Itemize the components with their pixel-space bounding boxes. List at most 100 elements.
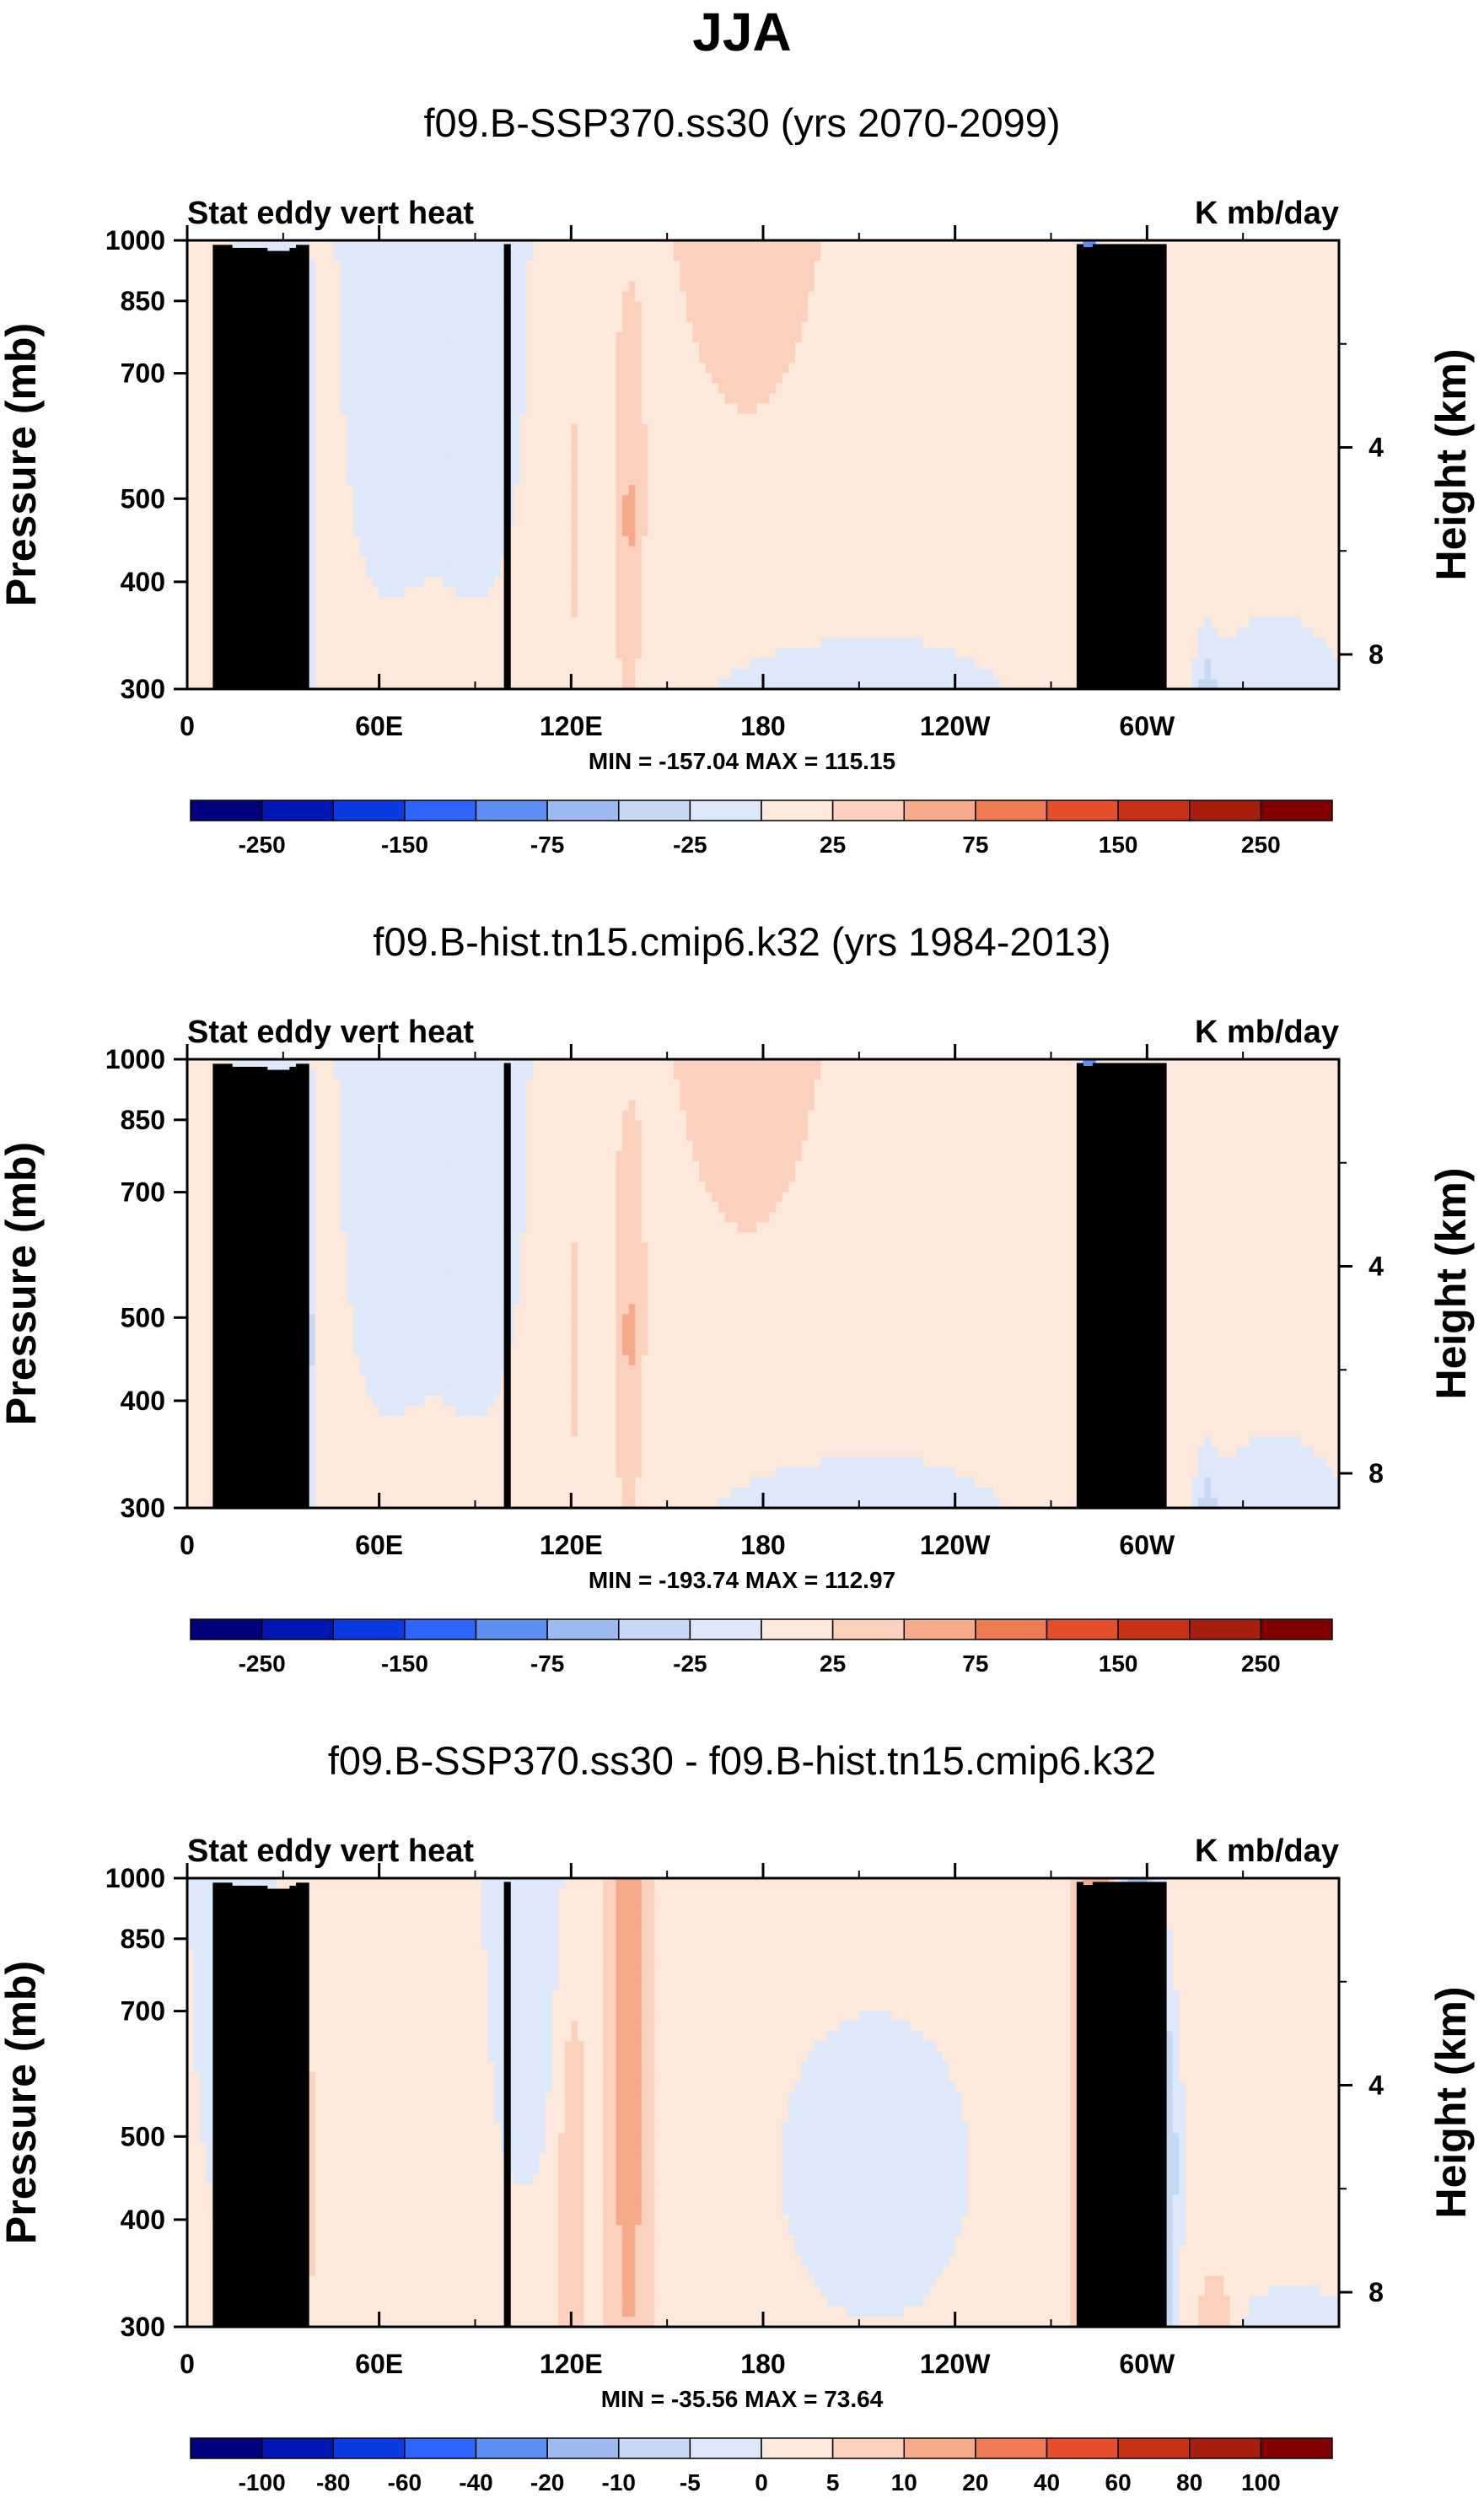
field-cell xyxy=(942,321,949,333)
field-cell xyxy=(1025,423,1033,435)
field-cell xyxy=(1293,291,1302,303)
field-cell xyxy=(1243,485,1250,496)
field-cell xyxy=(1025,373,1033,384)
field-cell xyxy=(872,301,879,313)
field-cell xyxy=(878,250,885,261)
field-cell xyxy=(750,403,758,415)
field-cell xyxy=(475,423,482,435)
field-cell xyxy=(782,250,789,261)
field-cell xyxy=(1172,321,1180,333)
field-cell xyxy=(596,311,604,323)
field-cell xyxy=(596,433,604,445)
field-cell xyxy=(731,301,739,313)
field-cell xyxy=(609,505,617,517)
field-cell xyxy=(890,373,898,384)
field-cell xyxy=(596,240,604,251)
field-cell xyxy=(1255,342,1263,353)
field-cell xyxy=(846,311,853,323)
field-cell xyxy=(596,321,604,333)
field-cell xyxy=(858,505,867,517)
field-cell xyxy=(737,261,745,272)
field-cell xyxy=(820,373,828,384)
field-cell xyxy=(788,301,796,313)
field-cell xyxy=(1211,240,1218,251)
field-cell xyxy=(910,353,917,363)
field-cell xyxy=(942,301,949,313)
field-cell xyxy=(897,495,905,506)
field-cell xyxy=(596,271,604,282)
field-cell xyxy=(1025,465,1033,476)
field-cell xyxy=(712,363,719,374)
field-cell xyxy=(782,413,789,425)
field-cell xyxy=(551,353,559,363)
field-cell xyxy=(673,495,680,506)
field-cell xyxy=(917,250,924,261)
field-cell xyxy=(1255,413,1263,425)
field-cell xyxy=(731,475,739,486)
field-cell xyxy=(660,444,668,455)
field-cell xyxy=(341,301,348,313)
field-cell xyxy=(1223,291,1231,303)
field-cell xyxy=(603,505,610,517)
field-cell xyxy=(341,373,348,384)
field-cell xyxy=(551,373,559,384)
field-cell xyxy=(1255,495,1263,506)
field-cell xyxy=(411,342,418,353)
field-cell xyxy=(532,271,540,282)
field-cell xyxy=(910,383,917,394)
field-cell xyxy=(884,495,892,506)
field-cell xyxy=(910,485,917,496)
field-cell xyxy=(712,475,719,486)
field-cell xyxy=(443,331,450,343)
field-cell xyxy=(858,240,867,251)
field-cell xyxy=(1031,291,1039,303)
field-cell xyxy=(724,475,732,486)
field-cell xyxy=(660,423,668,435)
field-cell xyxy=(405,485,412,496)
field-cell xyxy=(705,383,712,394)
field-cell xyxy=(814,301,821,313)
field-cell xyxy=(769,342,777,353)
field-cell xyxy=(763,403,771,415)
field-cell xyxy=(942,383,949,394)
field-cell xyxy=(1057,250,1065,261)
field-cell xyxy=(1300,423,1308,435)
field-cell xyxy=(890,331,898,343)
field-cell xyxy=(462,353,470,363)
field-cell xyxy=(846,393,853,405)
field-cell xyxy=(820,433,828,445)
field-cell xyxy=(673,301,680,313)
field-cell xyxy=(865,311,873,323)
field-cell xyxy=(341,331,348,343)
field-cell xyxy=(1057,495,1065,506)
field-cell xyxy=(718,423,726,435)
field-cell xyxy=(1275,505,1282,517)
field-cell xyxy=(942,342,949,353)
field-cell xyxy=(826,321,835,333)
field-cell xyxy=(648,393,655,405)
field-cell xyxy=(801,250,809,261)
field-cell xyxy=(1236,465,1244,476)
field-cell xyxy=(334,271,341,282)
field-cell xyxy=(379,240,386,251)
field-cell xyxy=(967,505,976,517)
field-cell xyxy=(590,363,598,374)
field-cell xyxy=(763,495,771,506)
field-cell xyxy=(667,271,675,282)
field-cell xyxy=(1204,444,1212,455)
field-cell xyxy=(628,281,636,293)
field-cell xyxy=(1236,505,1244,517)
field-cell xyxy=(1185,465,1193,476)
field-cell xyxy=(398,291,406,303)
field-cell xyxy=(1166,393,1174,405)
field-cell xyxy=(852,363,860,374)
field-cell xyxy=(1268,454,1276,466)
field-cell xyxy=(315,454,322,466)
field-cell xyxy=(1198,393,1206,405)
field-cell xyxy=(616,413,623,425)
field-cell xyxy=(558,363,566,374)
field-cell xyxy=(967,271,976,282)
field-cell xyxy=(826,444,835,455)
field-cell xyxy=(1281,321,1288,333)
field-cell xyxy=(481,291,489,303)
